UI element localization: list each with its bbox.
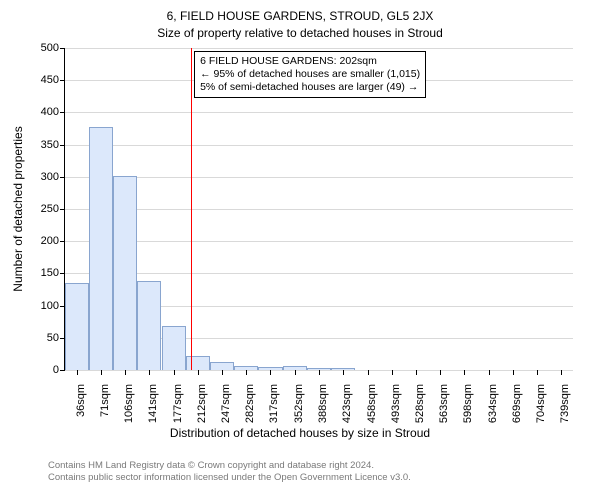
ytick-mark: [60, 80, 65, 81]
xtick-label: 423sqm: [341, 384, 353, 423]
xtick-mark: [149, 370, 150, 375]
marker-line: [191, 48, 192, 370]
ytick-label: 450: [41, 74, 59, 86]
xtick-label: 282sqm: [244, 384, 256, 423]
xtick-mark: [101, 370, 102, 375]
xtick-mark: [561, 370, 562, 375]
xtick-mark: [513, 370, 514, 375]
annotation-box: 6 FIELD HOUSE GARDENS: 202sqm← 95% of de…: [194, 51, 426, 98]
xtick-mark: [343, 370, 344, 375]
xtick-label: 141sqm: [147, 384, 159, 423]
gridline: [65, 209, 573, 210]
xtick-label: 563sqm: [438, 384, 450, 423]
annotation-line1: 6 FIELD HOUSE GARDENS: 202sqm: [200, 55, 420, 68]
xtick-mark: [222, 370, 223, 375]
ytick-label: 100: [41, 300, 59, 312]
plot-area: 05010015020025030035040045050036sqm71sqm…: [64, 48, 573, 371]
xtick-mark: [125, 370, 126, 375]
xtick-label: 388sqm: [317, 384, 329, 423]
ytick-label: 150: [41, 267, 59, 279]
attribution: Contains HM Land Registry data © Crown c…: [48, 460, 411, 484]
ytick-label: 350: [41, 139, 59, 151]
xtick-mark: [464, 370, 465, 375]
xtick-label: 247sqm: [220, 384, 232, 423]
ytick-label: 300: [41, 171, 59, 183]
ytick-mark: [60, 209, 65, 210]
xtick-label: 704sqm: [535, 384, 547, 423]
gridline: [65, 48, 573, 49]
xtick-mark: [416, 370, 417, 375]
annotation-line3: 5% of semi-detached houses are larger (4…: [200, 81, 420, 94]
ytick-label: 200: [41, 235, 59, 247]
xtick-label: 317sqm: [268, 384, 280, 423]
chart-container: { "chart": { "type": "histogram", "title…: [0, 0, 600, 500]
xtick-label: 212sqm: [196, 384, 208, 423]
gridline: [65, 177, 573, 178]
xtick-mark: [537, 370, 538, 375]
attribution-line2: Contains public sector information licen…: [48, 472, 411, 484]
xtick-mark: [246, 370, 247, 375]
xtick-mark: [368, 370, 369, 375]
xtick-label: 36sqm: [75, 384, 87, 417]
ytick-mark: [60, 370, 65, 371]
attribution-line1: Contains HM Land Registry data © Crown c…: [48, 460, 411, 472]
xtick-mark: [392, 370, 393, 375]
xtick-mark: [440, 370, 441, 375]
xtick-label: 71sqm: [99, 384, 111, 417]
y-axis-title: Number of detached properties: [11, 126, 25, 291]
ytick-label: 250: [41, 203, 59, 215]
xtick-mark: [77, 370, 78, 375]
xtick-mark: [319, 370, 320, 375]
xtick-mark: [174, 370, 175, 375]
chart-title-line1: 6, FIELD HOUSE GARDENS, STROUD, GL5 2JX: [0, 9, 600, 23]
xtick-label: 352sqm: [293, 384, 305, 423]
ytick-mark: [60, 273, 65, 274]
xtick-label: 493sqm: [390, 384, 402, 423]
ytick-label: 400: [41, 106, 59, 118]
bar: [162, 326, 186, 370]
gridline: [65, 112, 573, 113]
xtick-label: 528sqm: [414, 384, 426, 423]
ytick-label: 50: [47, 332, 59, 344]
gridline: [65, 145, 573, 146]
bar: [186, 356, 210, 370]
ytick-label: 500: [41, 42, 59, 54]
chart-title-line2: Size of property relative to detached ho…: [0, 26, 600, 40]
ytick-mark: [60, 145, 65, 146]
xtick-label: 634sqm: [487, 384, 499, 423]
annotation-line2: ← 95% of detached houses are smaller (1,…: [200, 68, 420, 81]
xtick-mark: [270, 370, 271, 375]
ytick-label: 0: [53, 364, 59, 376]
bar: [65, 283, 89, 370]
xtick-label: 739sqm: [559, 384, 571, 423]
xtick-label: 598sqm: [462, 384, 474, 423]
bar: [210, 362, 234, 370]
xtick-label: 669sqm: [511, 384, 523, 423]
ytick-mark: [60, 48, 65, 49]
xtick-label: 106sqm: [123, 384, 135, 423]
xtick-label: 458sqm: [366, 384, 378, 423]
ytick-mark: [60, 241, 65, 242]
xtick-label: 177sqm: [172, 384, 184, 423]
ytick-mark: [60, 112, 65, 113]
xtick-mark: [295, 370, 296, 375]
gridline: [65, 273, 573, 274]
bar: [113, 176, 137, 370]
x-axis-title: Distribution of detached houses by size …: [0, 426, 600, 440]
bar: [89, 127, 113, 370]
ytick-mark: [60, 177, 65, 178]
bar: [137, 281, 161, 370]
gridline: [65, 241, 573, 242]
xtick-mark: [198, 370, 199, 375]
xtick-mark: [489, 370, 490, 375]
